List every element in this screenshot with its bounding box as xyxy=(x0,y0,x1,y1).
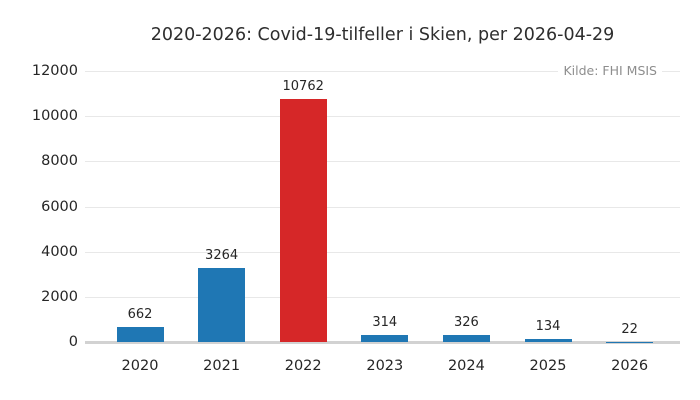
y-tick-label: 0 xyxy=(68,333,78,350)
x-tick-label: 2023 xyxy=(366,358,404,374)
chart-title: 2020-2026: Covid-19-tilfeller i Skien, p… xyxy=(150,25,615,45)
bar-2022 xyxy=(279,98,327,342)
y-tick-label: 8000 xyxy=(41,153,78,170)
bar-value-label: 22 xyxy=(621,321,638,337)
gridline xyxy=(85,296,680,298)
gridline xyxy=(85,251,680,253)
source-annotation: Kilde: FHI MSIS xyxy=(558,63,662,78)
gridline xyxy=(85,116,680,118)
gridline xyxy=(85,206,680,208)
bar-2023 xyxy=(361,334,409,342)
bar-value-label: 134 xyxy=(535,318,561,334)
y-tick-label: 2000 xyxy=(41,288,78,305)
x-tick-label: 2026 xyxy=(611,358,649,374)
x-tick-label: 2022 xyxy=(284,358,322,374)
y-tick-label: 10000 xyxy=(31,107,78,124)
x-tick-label: 2021 xyxy=(203,358,241,374)
bar-value-label: 326 xyxy=(453,314,479,330)
x-tick-label: 2025 xyxy=(529,358,567,374)
bar-value-label: 3264 xyxy=(205,248,239,264)
bar-2025 xyxy=(524,338,572,342)
gridline xyxy=(85,161,680,163)
bar-2020 xyxy=(116,327,164,342)
bar-value-label: 314 xyxy=(372,314,398,330)
x-tick-label: 2024 xyxy=(447,358,485,374)
x-tick-label: 2020 xyxy=(121,358,159,374)
gridline xyxy=(85,71,680,72)
y-tick-label: 6000 xyxy=(41,198,78,215)
bar-value-label: 10762 xyxy=(282,78,324,94)
y-tick-label: 4000 xyxy=(41,243,78,260)
bar-2024 xyxy=(442,334,490,342)
bar-value-label: 662 xyxy=(127,307,153,323)
x-axis-baseline xyxy=(85,341,680,344)
bar-2021 xyxy=(198,268,246,342)
y-tick-label: 12000 xyxy=(31,62,78,79)
